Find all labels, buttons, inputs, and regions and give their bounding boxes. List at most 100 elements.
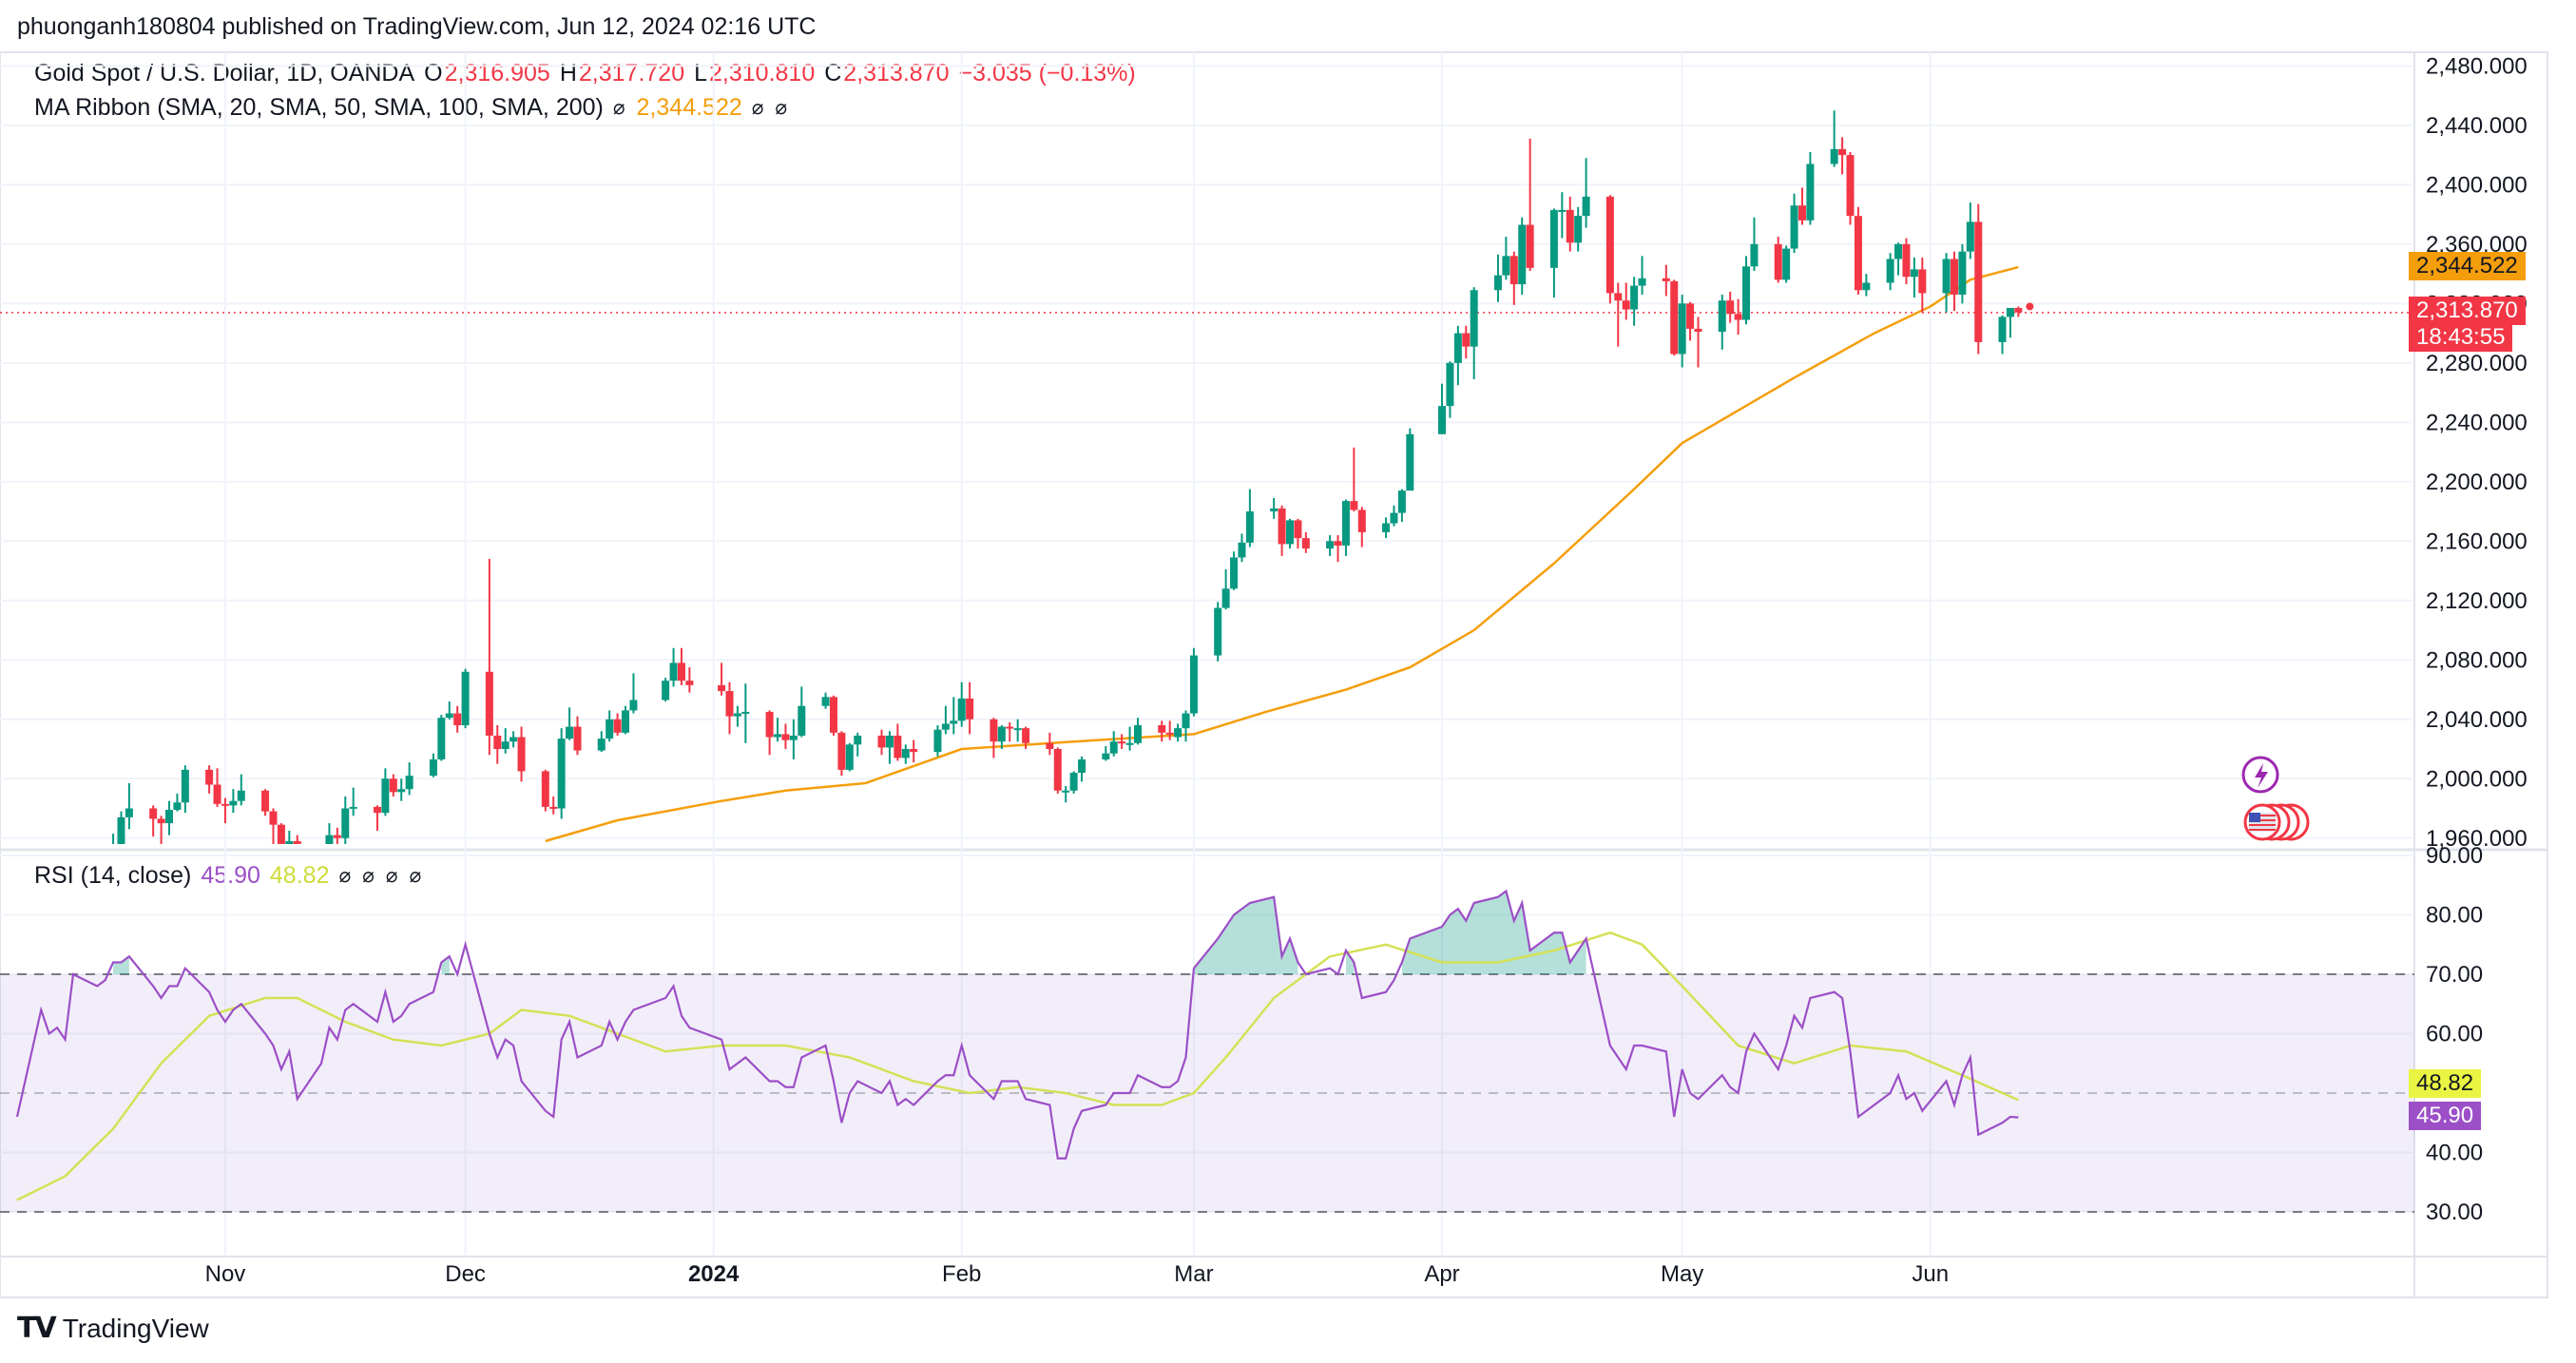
eye-off-icon[interactable]: ⌀ — [751, 97, 764, 119]
candle-body — [389, 778, 397, 793]
rsi-label[interactable]: RSI (14, close) — [34, 862, 192, 889]
candle-body — [1918, 269, 1927, 294]
candle-body — [1774, 243, 1782, 280]
candle-body — [1582, 196, 1590, 217]
candle-body — [1526, 224, 1534, 268]
candle-body — [1438, 406, 1447, 434]
eye-off-icon[interactable]: ⌀ — [409, 865, 422, 887]
candle-body — [269, 811, 278, 825]
candle-body — [373, 806, 381, 814]
time-tick-label: Nov — [205, 1261, 246, 1287]
rsi-overbought-fill — [1193, 896, 1298, 974]
eye-off-icon[interactable]: ⌀ — [612, 97, 625, 119]
candle-body — [1390, 512, 1398, 524]
us-flag-icon — [2249, 819, 2276, 821]
candle-body — [1102, 753, 1110, 759]
candle-body — [662, 681, 670, 701]
candle-body — [213, 784, 221, 804]
candle-body — [1605, 196, 1614, 294]
candle-body — [509, 737, 518, 742]
price-tick-label: 1,960.000 — [2426, 826, 2528, 852]
candle-body — [1574, 216, 1583, 243]
open-value: 2,316.905 — [444, 60, 550, 86]
price-tick-label: 2,280.000 — [2426, 351, 2528, 376]
candle-body — [405, 776, 413, 790]
rsi-overbought-fill — [1345, 950, 1355, 974]
candle-body — [1806, 163, 1815, 221]
candle-body — [910, 749, 918, 753]
candle-body — [1238, 542, 1246, 558]
candle-body — [765, 711, 774, 738]
us-flag-icon — [2249, 829, 2276, 831]
ma-line — [545, 265, 2019, 843]
last-bar-dot — [2026, 302, 2034, 311]
rsi-overbought-fill — [441, 956, 450, 974]
lightning-icon — [2255, 763, 2268, 788]
candle-body — [1069, 773, 1078, 791]
rsi-tag: 45.90 — [2409, 1102, 2482, 1130]
chart-icons — [2026, 302, 2310, 841]
candle-body — [613, 719, 622, 733]
candle-body — [1694, 328, 1702, 333]
candle-body — [1886, 259, 1894, 283]
candle-body — [1838, 148, 1847, 156]
candle-body — [1974, 221, 1983, 342]
candle-body — [885, 735, 894, 748]
candle-body — [1678, 303, 1686, 355]
candle-body — [1326, 541, 1335, 549]
candle-body — [1053, 749, 1062, 791]
candle-body — [829, 697, 837, 733]
candle-body — [1350, 501, 1358, 510]
price-tick-label: 2,400.000 — [2426, 172, 2528, 198]
us-flag-icon — [2249, 815, 2276, 816]
time-tick-label: Feb — [942, 1261, 981, 1287]
candle-body — [445, 713, 453, 719]
ma-ribbon-line — [545, 265, 2019, 843]
candle-body — [1046, 742, 1054, 750]
candle-body — [1958, 251, 1967, 295]
candle-body — [1133, 725, 1142, 743]
candle-body — [966, 698, 974, 720]
candle-body — [1022, 728, 1030, 743]
eye-off-icon[interactable]: ⌀ — [338, 865, 352, 887]
eye-off-icon[interactable]: ⌀ — [362, 865, 375, 887]
candle-body — [293, 840, 301, 844]
footer-branding[interactable]: 𝗧𝗩 TradingView — [17, 1312, 209, 1345]
candle-body — [1782, 248, 1791, 280]
candle-body — [685, 681, 694, 685]
rsi-tick-label: 70.00 — [2426, 962, 2483, 988]
candle-body — [1214, 607, 1222, 656]
high-value: 2,317.720 — [578, 60, 685, 86]
candle-body — [125, 808, 133, 817]
eye-off-icon[interactable]: ⌀ — [385, 865, 398, 887]
time-tick-label: Mar — [1174, 1261, 1213, 1287]
candle-body — [1470, 290, 1478, 347]
candle-body — [1357, 509, 1366, 532]
candle-body — [957, 698, 966, 721]
rsi-value: 45.90 — [201, 862, 260, 889]
candle-body — [990, 719, 998, 742]
candle-body — [1174, 728, 1182, 738]
candle-body — [1446, 362, 1454, 407]
candle-body — [317, 859, 325, 868]
price-tick-label: 2,120.000 — [2426, 588, 2528, 614]
eye-off-icon[interactable]: ⌀ — [775, 97, 788, 119]
candle-body — [733, 713, 741, 717]
candle-body — [1830, 148, 1838, 164]
candle-body — [1734, 314, 1742, 320]
candle-body — [854, 735, 862, 745]
candle-body — [1502, 256, 1510, 276]
candle-body — [597, 739, 606, 751]
candle-body — [341, 808, 350, 838]
candle-body — [1182, 713, 1190, 729]
candle-body — [1966, 221, 1974, 252]
candle-body — [205, 769, 214, 785]
rsi-line — [15, 889, 2019, 1160]
candle-body — [325, 835, 334, 844]
ma-ribbon-label[interactable]: MA Ribbon (SMA, 20, SMA, 50, SMA, 100, S… — [34, 94, 604, 121]
candle-body — [1862, 282, 1871, 291]
candle-body — [789, 735, 798, 740]
candle-body — [117, 816, 125, 844]
candle-body — [1638, 278, 1646, 286]
